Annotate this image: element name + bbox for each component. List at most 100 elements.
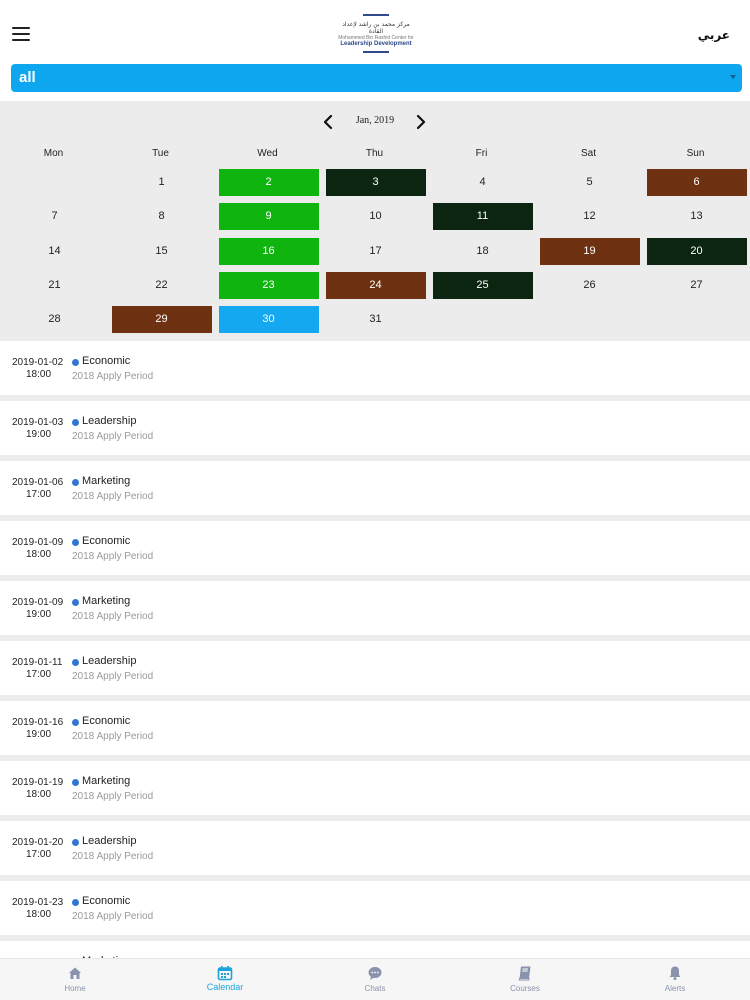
calendar-day[interactable]: 10: [369, 210, 382, 223]
calendar-day[interactable]: 23: [218, 271, 319, 299]
event-subtitle: 2018 Apply Period: [72, 911, 154, 922]
event-time: 17:00: [26, 669, 52, 680]
menu-icon[interactable]: [12, 27, 30, 41]
logo-english-line1: Mohammed Bin Rashid Center for: [338, 35, 414, 41]
event-date: 2019-01-06: [12, 477, 64, 488]
event-date: 2019-01-11: [12, 657, 63, 668]
event-date: 2019-01-09: [12, 597, 64, 608]
calendar-day[interactable]: 4: [479, 176, 486, 188]
calendar-day[interactable]: 8: [158, 210, 165, 223]
event-row[interactable]: Marketing: [0, 941, 750, 958]
calendar-day[interactable]: 7: [51, 210, 58, 223]
calendar-day[interactable]: 11: [432, 203, 533, 231]
event-row[interactable]: 2019-01-06 17:00 Marketing 2018 Apply Perio…: [0, 461, 750, 515]
category-dot-icon: [72, 839, 79, 846]
weekday-label: Sun: [686, 148, 705, 159]
calendar-day[interactable]: 28: [48, 313, 61, 326]
event-row[interactable]: 2019-01-09 19:00 Marketing 2018 Apply Perio…: [0, 581, 750, 635]
calendar-day[interactable]: 21: [48, 278, 61, 291]
event-row[interactable]: 2019-01-16 19:00 Economic 2018 Apply Period: [0, 701, 750, 755]
chat-icon: [367, 965, 383, 981]
calendar-day[interactable]: 15: [155, 244, 168, 257]
calendar-day[interactable]: 17: [369, 244, 382, 257]
logo-arabic-text: مركز محمد بن راشد لإعداد القادة: [342, 21, 410, 35]
weekday-label: Fri: [475, 148, 488, 159]
filter-selected-value: all: [19, 69, 36, 86]
event-row[interactable]: 2019-01-20 17:00 Leadership 2018 Apply Peri…: [0, 821, 750, 875]
calendar-day[interactable]: 3: [325, 169, 426, 196]
calendar-day[interactable]: 6: [646, 169, 747, 196]
category-dot-icon: [72, 719, 79, 726]
category-dot-icon: [72, 779, 79, 786]
category-dot-icon: [72, 539, 79, 546]
next-month-button[interactable]: [411, 113, 429, 131]
event-date: 2019-01-19: [12, 777, 64, 788]
event-title: Leadership: [82, 655, 137, 667]
calendar-day[interactable]: 2: [218, 169, 319, 196]
event-row[interactable]: 2019-01-03 19:00 Leadership 2018 Apply Peri…: [0, 401, 750, 455]
calendar-day[interactable]: 1: [158, 176, 165, 188]
event-title: Economic: [82, 535, 131, 547]
event-subtitle: 2018 Apply Period: [72, 671, 154, 682]
previous-month-button[interactable]: [320, 113, 338, 131]
calendar-day[interactable]: 19: [539, 237, 640, 265]
event-date: 2019-01-20: [12, 837, 64, 848]
calendar-day[interactable]: 27: [690, 278, 703, 291]
event-time: 19:00: [26, 729, 52, 740]
calendar-day[interactable]: 13: [690, 210, 703, 223]
event-title: Economic: [82, 895, 131, 907]
event-time: 18:00: [26, 549, 52, 560]
category-dot-icon: [72, 599, 79, 606]
calendar-day[interactable]: 14: [48, 244, 61, 257]
event-row[interactable]: 2019-01-02 18:00 Economic 2018 Apply Period: [0, 341, 750, 395]
tab-courses[interactable]: Courses: [450, 959, 600, 1000]
calendar-day[interactable]: 20: [646, 237, 747, 265]
tab-chats[interactable]: Chats: [300, 959, 450, 1000]
calendar-day[interactable]: 12: [583, 210, 596, 223]
event-subtitle: 2018 Apply Period: [72, 551, 154, 562]
calendar-day[interactable]: 18: [476, 244, 489, 257]
dropdown-caret-icon: [730, 75, 736, 79]
calendar-icon: [217, 965, 233, 981]
tab-calendar[interactable]: Calendar: [150, 959, 300, 1000]
event-subtitle: 2018 Apply Period: [72, 851, 154, 862]
language-toggle[interactable]: عربي: [697, 28, 730, 42]
chevron-right-icon: [416, 114, 426, 130]
logo-english-line2: Leadership Development: [340, 41, 412, 47]
calendar-day[interactable]: 9: [218, 203, 319, 231]
event-date: 2019-01-02: [12, 357, 64, 368]
event-row[interactable]: 2019-01-11 17:00 Leadership 2018 Apply Peri…: [0, 641, 750, 695]
event-subtitle: 2018 Apply Period: [72, 731, 154, 742]
weekday-label: Mon: [43, 148, 64, 159]
calendar-day[interactable]: 5: [586, 176, 593, 188]
calendar-day[interactable]: 25: [432, 271, 533, 299]
logo-top-bar: [363, 14, 389, 16]
calendar-day[interactable]: 16: [218, 237, 319, 265]
book-icon: [517, 965, 533, 981]
category-filter-dropdown[interactable]: all: [11, 64, 742, 92]
event-subtitle: 2018 Apply Period: [72, 431, 154, 442]
event-row[interactable]: 2019-01-23 18:00 Economic 2018 Apply Period: [0, 881, 750, 935]
weekday-label: Thu: [365, 148, 384, 159]
event-subtitle: 2018 Apply Period: [72, 611, 154, 622]
event-title: Leadership: [82, 835, 137, 847]
event-title: Marketing: [82, 595, 131, 607]
calendar-day[interactable]: 26: [583, 278, 596, 291]
month-navigation: Jan, 2019: [0, 111, 750, 131]
calendar-day[interactable]: 22: [155, 278, 168, 291]
calendar-day[interactable]: 24: [325, 271, 426, 299]
tab-alerts[interactable]: Alerts: [600, 959, 750, 1000]
event-row[interactable]: 2019-01-09 18:00 Economic 2018 Apply Period: [0, 521, 750, 575]
calendar-day[interactable]: 31: [369, 313, 382, 326]
tab-label: Calendar: [206, 982, 244, 992]
category-dot-icon: [72, 659, 79, 666]
calendar-day[interactable]: 30: [218, 306, 319, 334]
event-row[interactable]: 2019-01-19 18:00 Marketing 2018 Apply Perio…: [0, 761, 750, 815]
event-time: 18:00: [26, 369, 52, 380]
calendar-day[interactable]: 29: [111, 306, 212, 334]
tab-home[interactable]: Home: [0, 959, 150, 1000]
category-dot-icon: [72, 419, 79, 426]
event-date: 2019-01-16: [12, 717, 64, 728]
